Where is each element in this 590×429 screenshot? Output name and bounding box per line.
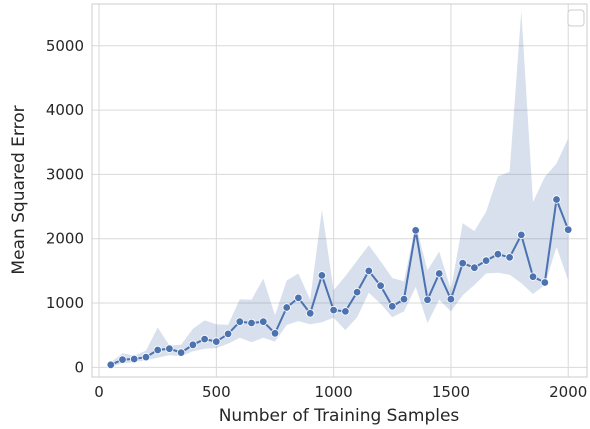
x-tick-label: 1000 [315, 383, 353, 401]
data-point [306, 309, 315, 318]
data-point [411, 226, 420, 235]
y-tick-label: 3000 [46, 165, 84, 183]
x-tick-label: 1500 [432, 383, 470, 401]
y-tick-label: 5000 [46, 37, 84, 55]
series-line [110, 195, 570, 366]
series-line-layer [110, 195, 570, 366]
y-tick-label: 0 [74, 358, 84, 376]
legend-box [567, 9, 585, 27]
data-point [364, 266, 373, 276]
x-tick-label: 0 [94, 383, 104, 401]
data-point [247, 318, 256, 328]
y-tick-label: 2000 [46, 230, 84, 248]
data-point [446, 295, 456, 304]
data-point [141, 352, 151, 362]
x-axis-label: Number of Training Samples [219, 406, 460, 426]
data-point [317, 271, 327, 280]
x-tick-label: 500 [202, 383, 231, 401]
data-point [294, 293, 303, 303]
data-point [282, 303, 291, 312]
x-tick-label: 2000 [549, 383, 587, 401]
data-point [200, 334, 209, 344]
data-point [470, 263, 479, 272]
data-point [259, 317, 268, 326]
data-point [376, 281, 385, 290]
data-point [352, 287, 362, 297]
data-point [329, 305, 338, 315]
data-point [188, 340, 198, 349]
data-point [223, 329, 233, 339]
data-point [106, 360, 115, 369]
plot-frame [91, 3, 588, 378]
data-point [153, 345, 162, 355]
data-point [176, 348, 186, 357]
data-point [517, 230, 526, 240]
data-point [540, 278, 549, 287]
data-point [399, 295, 409, 304]
y-tick-labels: 0 1000 2000 3000 4000 5000 [46, 37, 84, 377]
y-axis-label: Mean Squared Error [9, 105, 29, 274]
data-point [493, 249, 503, 259]
y-tick-label: 1000 [46, 294, 84, 312]
data-point [423, 295, 432, 304]
data-point [270, 329, 280, 338]
x-tick-labels: 0 500 1000 1500 2000 [94, 383, 587, 401]
data-point [564, 225, 573, 234]
data-point [481, 256, 491, 265]
series-markers-layer [106, 195, 573, 369]
data-point [458, 259, 467, 268]
data-point [388, 302, 397, 311]
data-point [528, 272, 538, 281]
data-point [341, 307, 350, 316]
data-point [435, 269, 444, 278]
grid [92, 4, 587, 377]
data-point [235, 317, 244, 326]
confidence-band [110, 11, 569, 367]
data-point [552, 195, 561, 204]
data-point [505, 253, 514, 262]
data-point [165, 344, 174, 353]
data-point [129, 354, 139, 364]
confidence-band-layer [110, 11, 569, 367]
data-point [118, 355, 127, 364]
y-tick-label: 4000 [46, 101, 84, 119]
data-point [212, 337, 221, 346]
